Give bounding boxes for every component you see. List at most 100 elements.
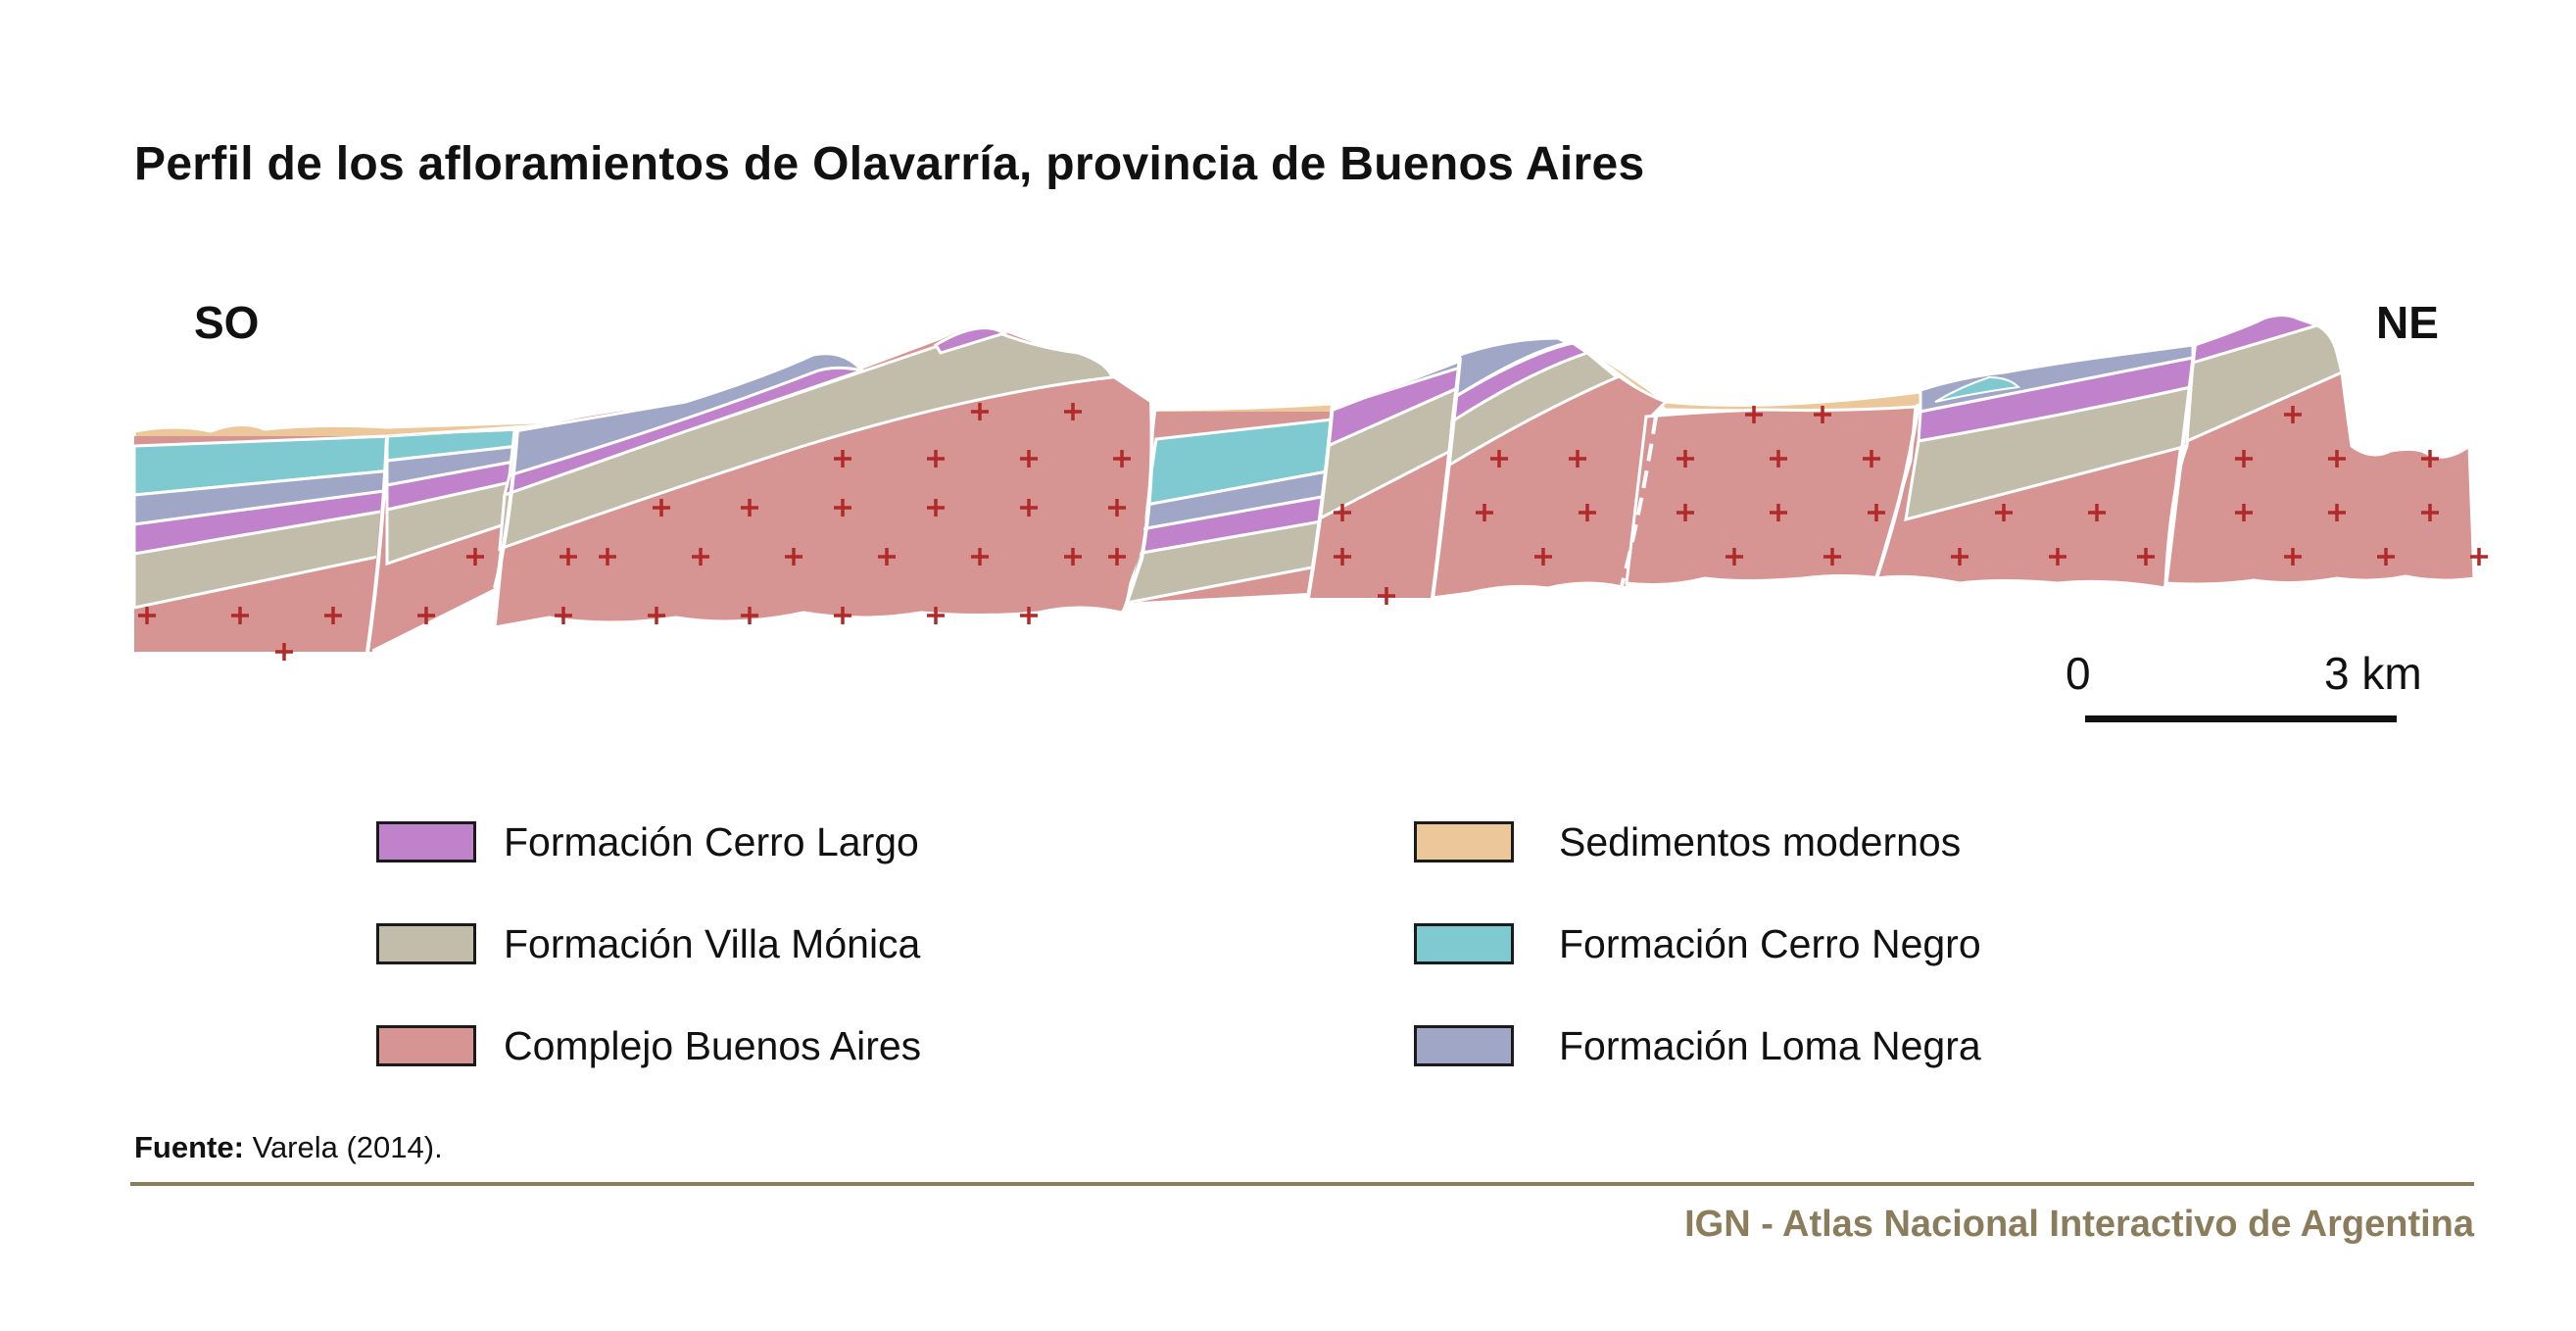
granite-cross-mark xyxy=(1476,504,1493,521)
granite-cross-mark xyxy=(1108,499,1126,517)
legend-label: Complejo Buenos Aires xyxy=(504,1023,922,1068)
granite-cross-mark xyxy=(1814,406,1831,423)
fault-block-a xyxy=(134,436,387,652)
fault-block-c xyxy=(493,323,1155,629)
granite-cross-mark xyxy=(1951,548,1968,566)
granite-cross-mark xyxy=(971,548,989,566)
granite-cross-mark xyxy=(834,450,851,468)
granite-cross-mark xyxy=(927,450,945,468)
granite-cross-mark xyxy=(1064,403,1082,420)
fault-block-h xyxy=(1873,343,2197,590)
granite-cross-mark xyxy=(1334,548,1351,566)
scale-start-label: 0 xyxy=(2066,648,2091,699)
legend-label: Formación Cerro Largo xyxy=(504,819,919,864)
granite-cross-mark xyxy=(1995,504,2013,521)
granite-cross-mark xyxy=(971,403,989,420)
source-label: Fuente: xyxy=(134,1130,244,1164)
diagram-title: Perfil de los afloramientos de Olavarría… xyxy=(134,138,1645,190)
granite-cross-mark xyxy=(2235,450,2253,468)
granite-cross-mark xyxy=(785,548,802,566)
granite-cross-mark xyxy=(1569,450,1586,468)
fault-line-1 xyxy=(365,435,389,653)
granite-cross-mark xyxy=(927,499,945,517)
fault-block-g xyxy=(1625,405,1918,587)
granite-cross-mark xyxy=(1378,587,1395,605)
scale-line xyxy=(2085,715,2397,722)
granite-cross-marks xyxy=(138,403,2488,661)
fault-line-5 xyxy=(1431,357,1462,599)
granite-cross-mark xyxy=(1725,548,1743,566)
granite-cross-mark xyxy=(2377,548,2395,566)
granite-cross-mark xyxy=(1579,504,1596,521)
granite-cross-mark xyxy=(1770,504,1787,521)
fault-line-6 xyxy=(1874,403,1920,579)
granite-cross-mark xyxy=(275,643,293,661)
fault-line-3 xyxy=(1120,401,1154,618)
granite-cross-mark xyxy=(417,607,435,624)
granite-cross-mark xyxy=(1490,450,1508,468)
granite-cross-mark xyxy=(648,607,665,624)
granite-cross-mark xyxy=(1823,548,1841,566)
source-text: Varela (2014). xyxy=(252,1130,443,1164)
legend-label: Formación Villa Mónica xyxy=(504,921,921,966)
granite-cross-mark xyxy=(1534,548,1552,566)
granite-cross-mark xyxy=(1863,450,1880,468)
granite-cross-mark xyxy=(1868,504,1885,521)
fault-line-dashed xyxy=(1620,416,1658,587)
direction-ne-label: NE xyxy=(2376,297,2439,348)
legend-label: Formación Loma Negra xyxy=(1559,1023,1981,1068)
granite-cross-mark xyxy=(555,607,572,624)
fault-line-7 xyxy=(2163,344,2197,589)
granite-cross-mark xyxy=(653,499,670,517)
granite-cross-mark xyxy=(231,607,249,624)
legend-swatch-villa-monica xyxy=(376,923,476,964)
granite-cross-mark xyxy=(1113,450,1131,468)
granite-cross-mark xyxy=(1020,450,1038,468)
direction-so-label: SO xyxy=(194,297,260,348)
fault-block-f xyxy=(1431,336,1669,600)
legend-swatch-sedimentos-modernos xyxy=(1414,821,1514,863)
granite-cross-mark xyxy=(1020,499,1038,517)
footer-credit: IGN - Atlas Nacional Interactivo de Arge… xyxy=(1684,1204,2474,1245)
legend-label: Formación Cerro Negro xyxy=(1559,921,1981,966)
granite-cross-mark xyxy=(834,607,851,624)
granite-cross-mark xyxy=(1064,548,1082,566)
granite-cross-mark xyxy=(834,499,851,517)
granite-cross-mark xyxy=(2284,406,2302,423)
legend-swatch-loma-negra xyxy=(1414,1025,1514,1066)
granite-cross-mark xyxy=(2235,504,2253,521)
granite-cross-mark xyxy=(927,607,945,624)
granite-cross-mark xyxy=(1770,450,1787,468)
fault-block-d xyxy=(1122,412,1333,603)
granite-cross-mark xyxy=(1677,450,1694,468)
granite-cross-mark xyxy=(2049,548,2066,566)
granite-cross-mark xyxy=(2421,504,2439,521)
granite-cross-mark xyxy=(692,548,709,566)
granite-cross-mark xyxy=(1745,406,1763,423)
granite-cross-mark xyxy=(1334,504,1351,521)
granite-cross-mark xyxy=(741,499,758,517)
source-note: Fuente: Varela (2014). xyxy=(134,1130,443,1165)
granite-cross-mark xyxy=(2088,504,2106,521)
footer-divider xyxy=(130,1182,2474,1186)
granite-cross-mark xyxy=(2421,450,2439,468)
legend-swatch-cerro-largo xyxy=(376,821,476,863)
granite-cross-mark xyxy=(2137,548,2155,566)
granite-cross-mark xyxy=(599,548,616,566)
granite-cross-mark xyxy=(559,548,577,566)
granite-cross-mark xyxy=(1020,607,1038,624)
granite-cross-mark xyxy=(2470,548,2488,566)
scale-end-label: 3 km xyxy=(2324,648,2422,699)
granite-cross-mark xyxy=(2328,504,2346,521)
legend-swatch-complejo-buenos-aires xyxy=(376,1025,476,1066)
scale-bar: 0 3 km xyxy=(2058,647,2450,735)
legend-swatch-cerro-negro xyxy=(1414,923,1514,964)
granite-cross-mark xyxy=(878,548,896,566)
granite-cross-mark xyxy=(324,607,342,624)
fault-block-i xyxy=(2163,314,2476,586)
legend-label: Sedimentos modernos xyxy=(1559,819,1962,864)
granite-cross-mark xyxy=(2328,450,2346,468)
fault-line-2 xyxy=(493,428,519,589)
geologic-profile xyxy=(132,314,2488,661)
granite-cross-mark xyxy=(466,548,484,566)
